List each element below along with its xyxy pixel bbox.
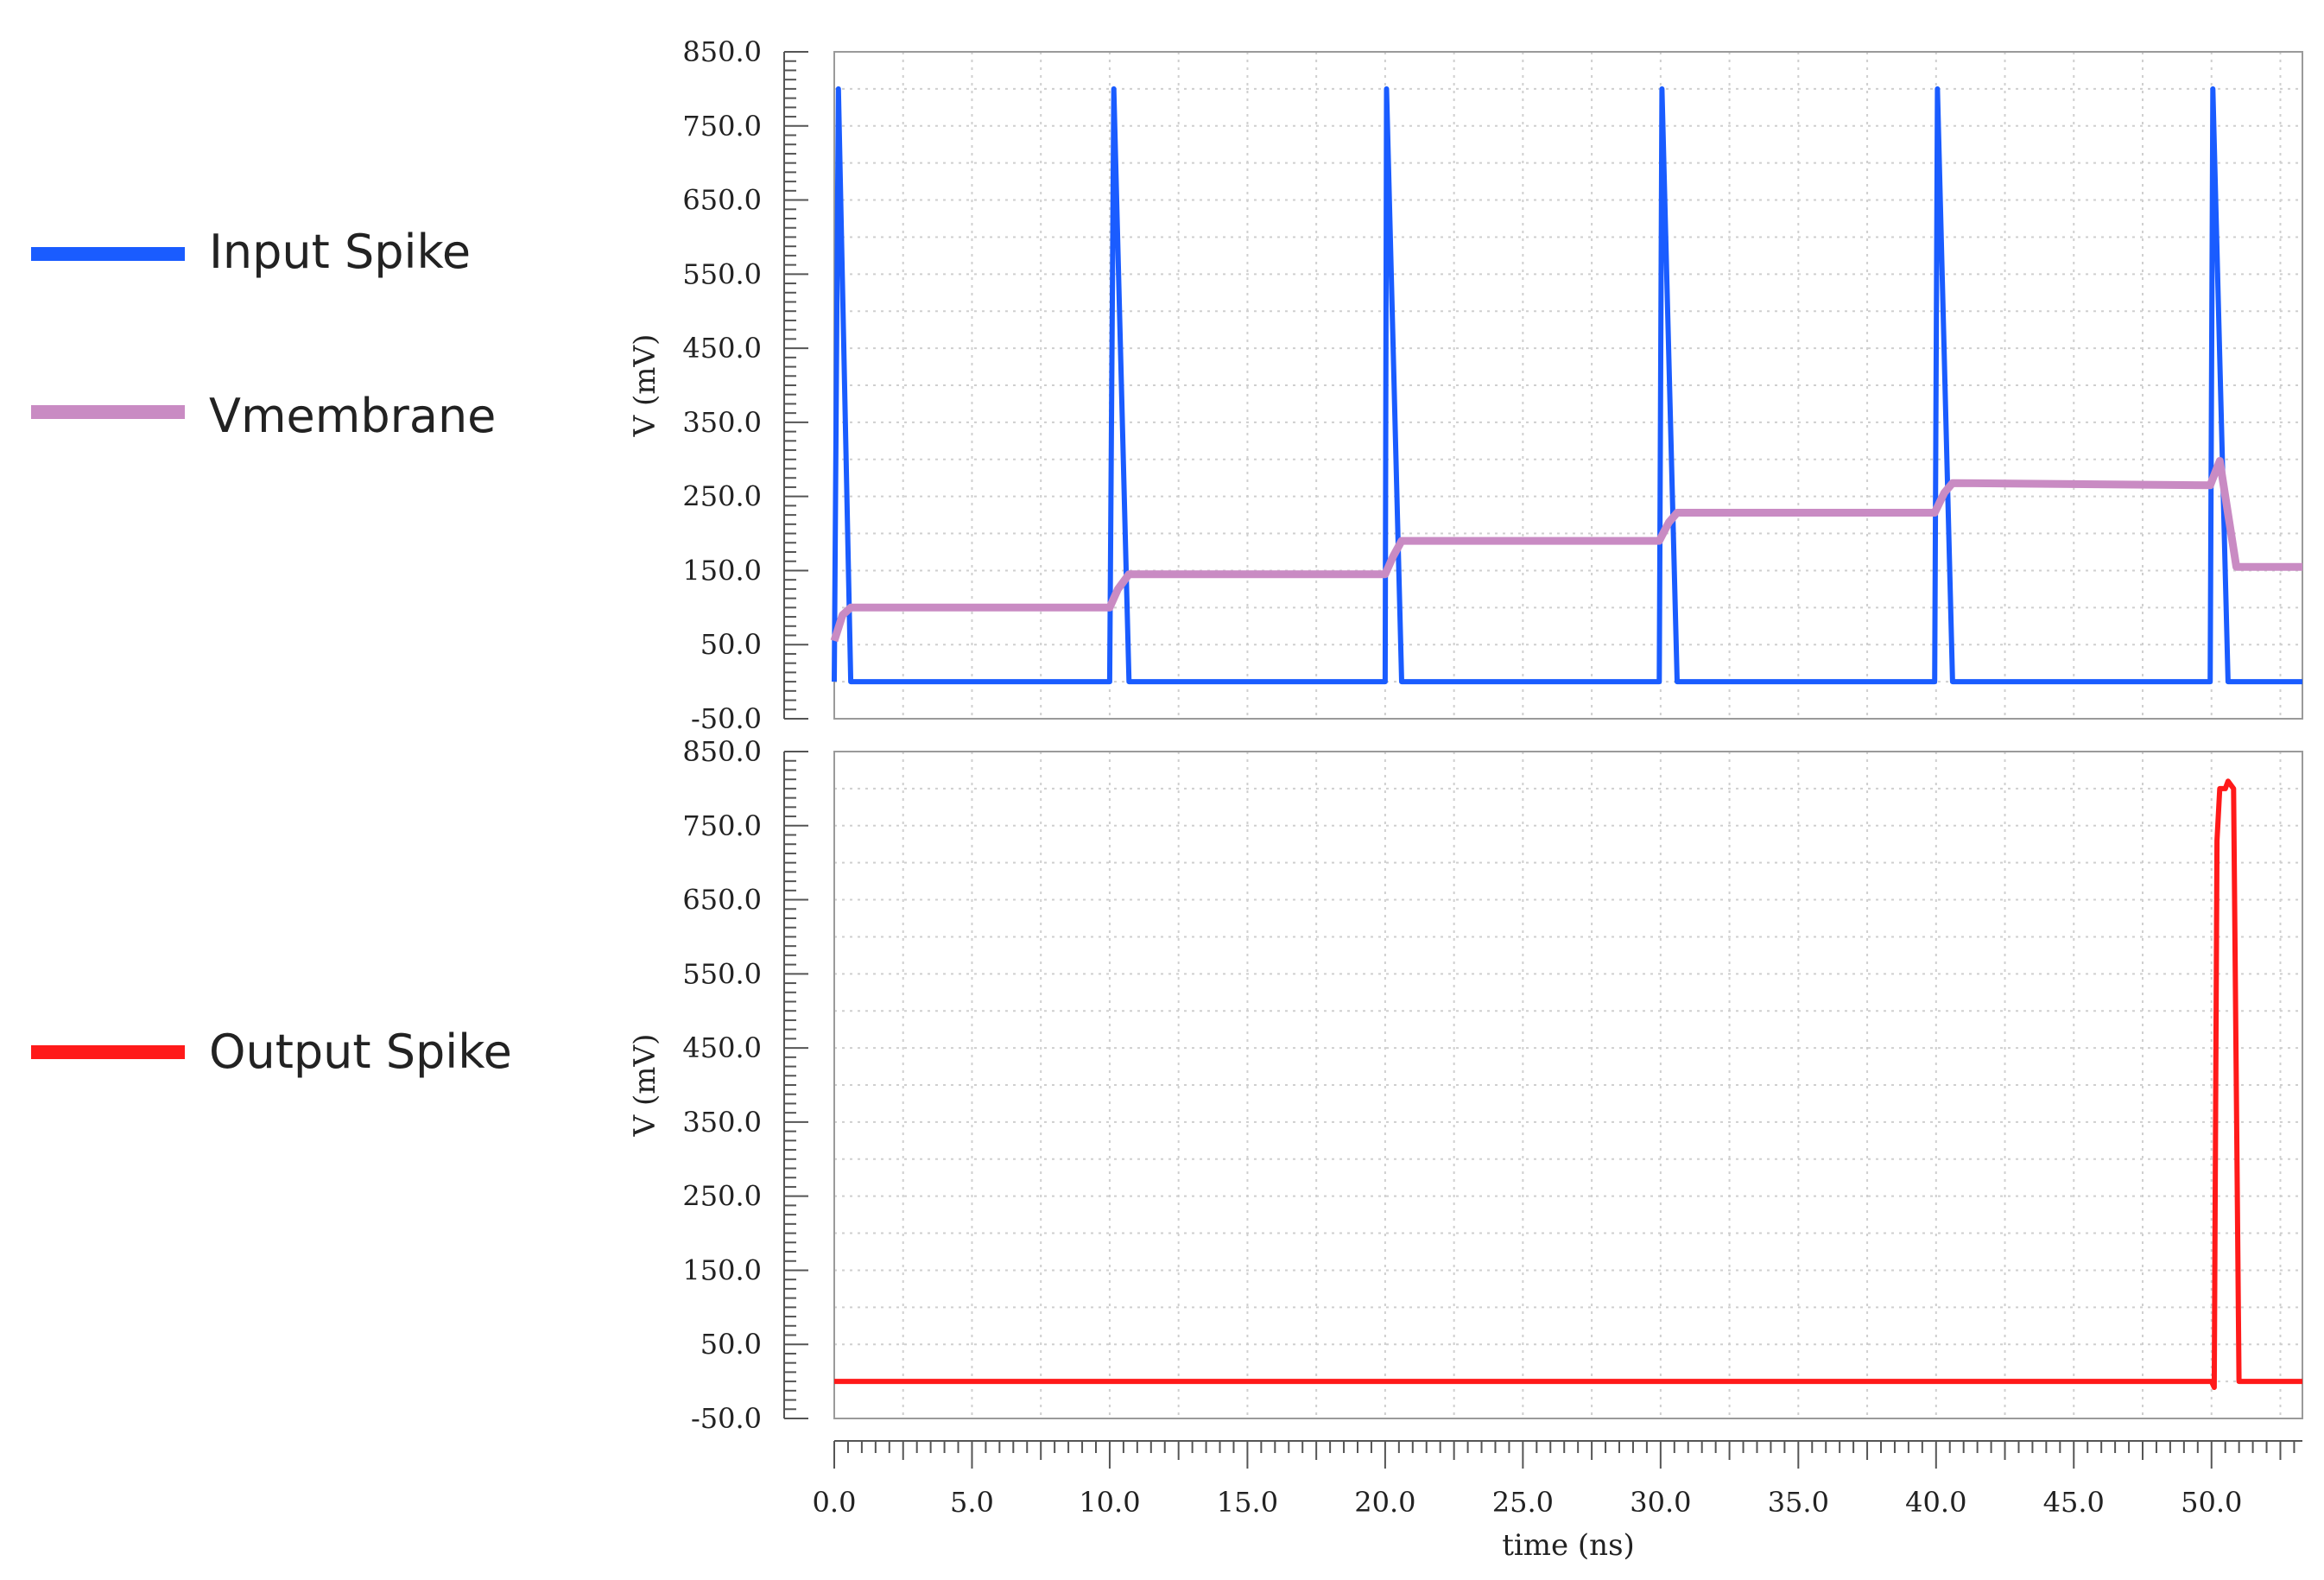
top-y-tick-label: 650.0 [682,184,762,217]
top-y-tick-label: 350.0 [682,406,762,439]
top-series [830,86,2302,685]
x-tick-label: 5.0 [950,1486,994,1519]
legend-label-vmembrane: Vmembrane [209,389,496,443]
x-tick-label: 10.0 [1079,1486,1140,1519]
x-tick-label: 30.0 [1630,1486,1691,1519]
bottom-grid [833,751,2302,1419]
top-y-axis-title: V (mV) [628,334,662,438]
bottom-y-tick-label: 850.0 [682,735,762,768]
x-tick-label: 15.0 [1217,1486,1278,1519]
legend-label-output-spike: Output Spike [209,1025,512,1079]
top-y-tick-label: 750.0 [682,110,762,143]
bottom-y-tick-label: 750.0 [682,809,762,842]
bottom-y-tick-label: 50.0 [700,1328,762,1361]
bottom-y-tick-label: 450.0 [682,1031,762,1064]
bottom-panel: 850.0 750.0 650.0 550.0 450.0 350.0 250.0 150.0… [628,735,2303,1435]
x-axis-title: time (ns) [1502,1528,1635,1563]
legend: Input Spike Vmembrane Output Spike [31,225,512,1079]
bottom-series [834,778,2302,1390]
x-tick-label: 20.0 [1354,1486,1415,1519]
x-tick-label: 35.0 [1768,1486,1829,1519]
legend-label-input-spike: Input Spike [209,225,471,279]
top-y-tick-label: 50.0 [700,628,762,661]
x-tick-label: 50.0 [2181,1486,2242,1519]
bottom-y-tick-label: 550.0 [682,957,762,990]
top-y-tick-label: -50.0 [691,702,762,735]
bottom-y-tick-label: -50.0 [691,1402,762,1435]
bottom-y-tick-label: 150.0 [682,1253,762,1286]
top-y-tick-label: 450.0 [682,332,762,365]
top-grid [833,51,2302,720]
top-y-tick-label: 250.0 [682,480,762,513]
bottom-y-tick-label: 250.0 [682,1180,762,1213]
top-y-tick-label: 150.0 [682,554,762,587]
bottom-y-tick-label: 650.0 [682,884,762,917]
x-tick-label: 25.0 [1492,1486,1554,1519]
x-tick-label: 0.0 [813,1486,857,1519]
x-axis: 0.0 5.0 10.0 15.0 20.0 25.0 30.0 35.0 40.0 45.0 50… [813,1440,2302,1519]
bottom-y-axis-title: V (mV) [628,1034,662,1138]
bottom-y-tick-label: 350.0 [682,1106,762,1139]
x-tick-label: 40.0 [1905,1486,1966,1519]
top-y-tick-label: 850.0 [682,35,762,68]
series-line-input-spike [832,86,2302,685]
top-panel: 850.0 750.0 650.0 550.0 450.0 350.0 250.0 150.0… [628,35,2303,735]
top-y-ticks: 850.0 750.0 650.0 550.0 450.0 350.0 250.0 150.0… [682,35,808,735]
series-line-output-spike [834,778,2302,1390]
series-line-vmembrane [830,457,2302,643]
bottom-plot-border [833,751,2303,1419]
x-tick-label: 45.0 [2043,1486,2105,1519]
bottom-y-ticks: 850.0 750.0 650.0 550.0 450.0 350.0 250.0 150.0… [682,735,808,1435]
top-y-tick-label: 550.0 [682,257,762,290]
